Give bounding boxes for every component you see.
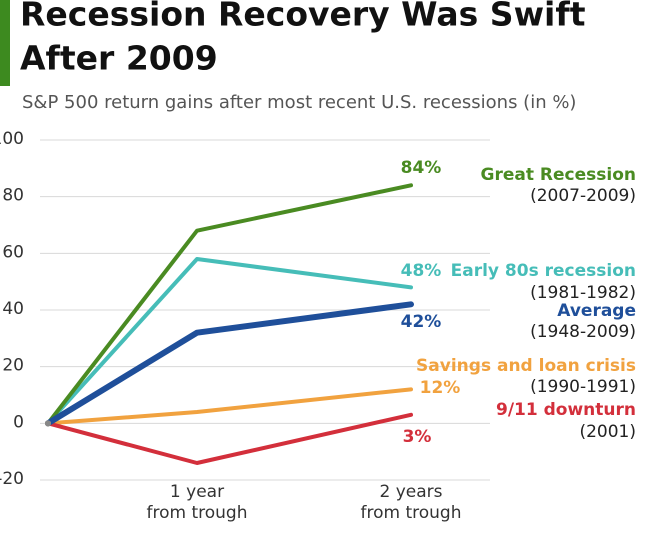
series-line — [45, 301, 414, 427]
series-line — [46, 183, 413, 426]
y-tick-label: 40 — [2, 299, 24, 319]
legend-period: (2001) — [579, 422, 636, 442]
legend-name: Average — [557, 301, 636, 321]
legend-period: (1981-1982) — [530, 283, 636, 303]
value-label: 3% — [403, 427, 432, 447]
x-tick-label: 1 year — [170, 482, 224, 502]
x-tick-label: from trough — [147, 503, 248, 523]
title-accent — [0, 0, 10, 86]
chart-title: Recession Recovery Was Swift — [20, 0, 586, 34]
legend-period: (1948-2009) — [530, 322, 636, 342]
value-label: 84% — [401, 158, 442, 178]
chart-subtitle: S&P 500 return gains after most recent U… — [22, 92, 576, 113]
series-line — [46, 412, 413, 465]
legend-name: Early 80s recession — [451, 261, 636, 281]
y-tick-label: 0 — [13, 412, 24, 432]
value-label: 42% — [401, 312, 442, 332]
y-tick-label: -20 — [0, 469, 24, 489]
y-tick-label: 80 — [2, 186, 24, 206]
legend-name: Great Recession — [481, 165, 636, 185]
series-line — [46, 387, 413, 426]
chart-title: After 2009 — [20, 39, 218, 78]
x-tick-label: from trough — [361, 503, 462, 523]
series-line — [46, 257, 413, 426]
value-label: 48% — [401, 261, 442, 281]
start-point — [45, 420, 51, 427]
x-tick-label: 2 years — [379, 482, 442, 502]
legend-period: (1990-1991) — [530, 377, 636, 397]
legend-name: Savings and loan crisis — [416, 356, 636, 376]
y-tick-label: 20 — [2, 356, 24, 376]
legend-period: (2007-2009) — [530, 186, 636, 206]
value-label: 12% — [420, 378, 461, 398]
y-tick-label: 60 — [2, 242, 24, 262]
y-tick-label: 100 — [0, 129, 24, 149]
legend-name: 9/11 downturn — [496, 400, 636, 420]
